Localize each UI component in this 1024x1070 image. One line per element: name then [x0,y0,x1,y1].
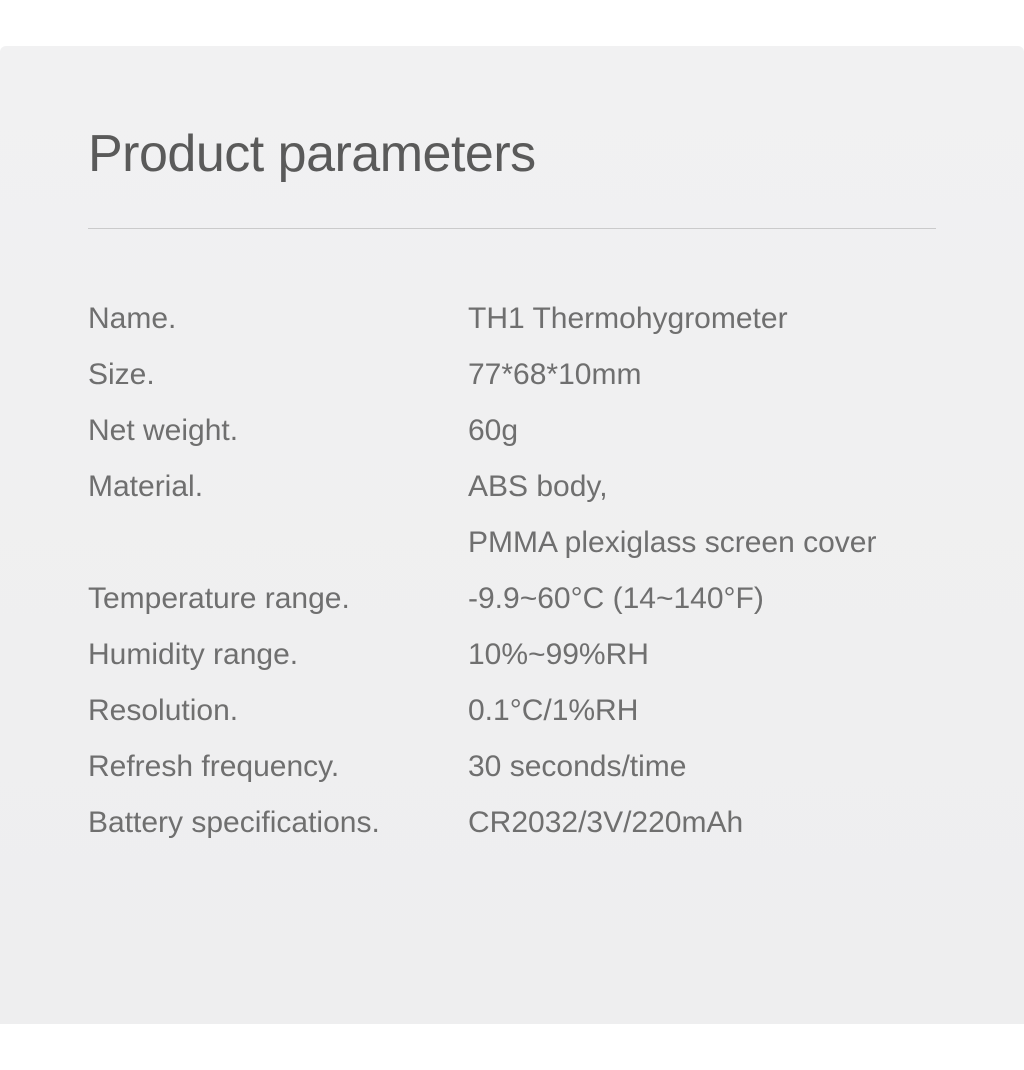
spec-label: Battery specifications. [88,795,468,851]
spec-row: Net weight. 60g [88,403,936,459]
spec-row: Name. TH1 Thermohygrometer [88,291,936,347]
spec-row: Material. ABS body,PMMA plexiglass scree… [88,459,936,571]
spec-panel: Product parameters Name. TH1 Thermohygro… [0,46,1024,1024]
spec-label: Size. [88,347,468,403]
spec-value: CR2032/3V/220mAh [468,795,743,851]
spec-row: Refresh frequency. 30 seconds/time [88,739,936,795]
spec-row: Humidity range. 10%~99%RH [88,627,936,683]
spec-value: -9.9~60°C (14~140°F) [468,571,764,627]
spec-label: Net weight. [88,403,468,459]
spec-label: Resolution. [88,683,468,739]
spec-label: Material. [88,459,468,515]
spec-label: Temperature range. [88,571,468,627]
page-title: Product parameters [88,124,936,184]
spec-value: 77*68*10mm [468,347,641,403]
spec-row: Size. 77*68*10mm [88,347,936,403]
spec-value: 30 seconds/time [468,739,686,795]
spec-label: Name. [88,291,468,347]
spec-value: ABS body,PMMA plexiglass screen cover [468,459,877,571]
spec-value: 0.1°C/1%RH [468,683,638,739]
spec-row: Battery specifications. CR2032/3V/220mAh [88,795,936,851]
spec-table: Name. TH1 Thermohygrometer Size. 77*68*1… [88,291,936,851]
spec-value: TH1 Thermohygrometer [468,291,788,347]
spec-row: Temperature range. -9.9~60°C (14~140°F) [88,571,936,627]
spec-value: 60g [468,403,518,459]
divider [88,228,936,229]
spec-row: Resolution. 0.1°C/1%RH [88,683,936,739]
spec-value: 10%~99%RH [468,627,649,683]
spec-label: Humidity range. [88,627,468,683]
spec-label: Refresh frequency. [88,739,468,795]
